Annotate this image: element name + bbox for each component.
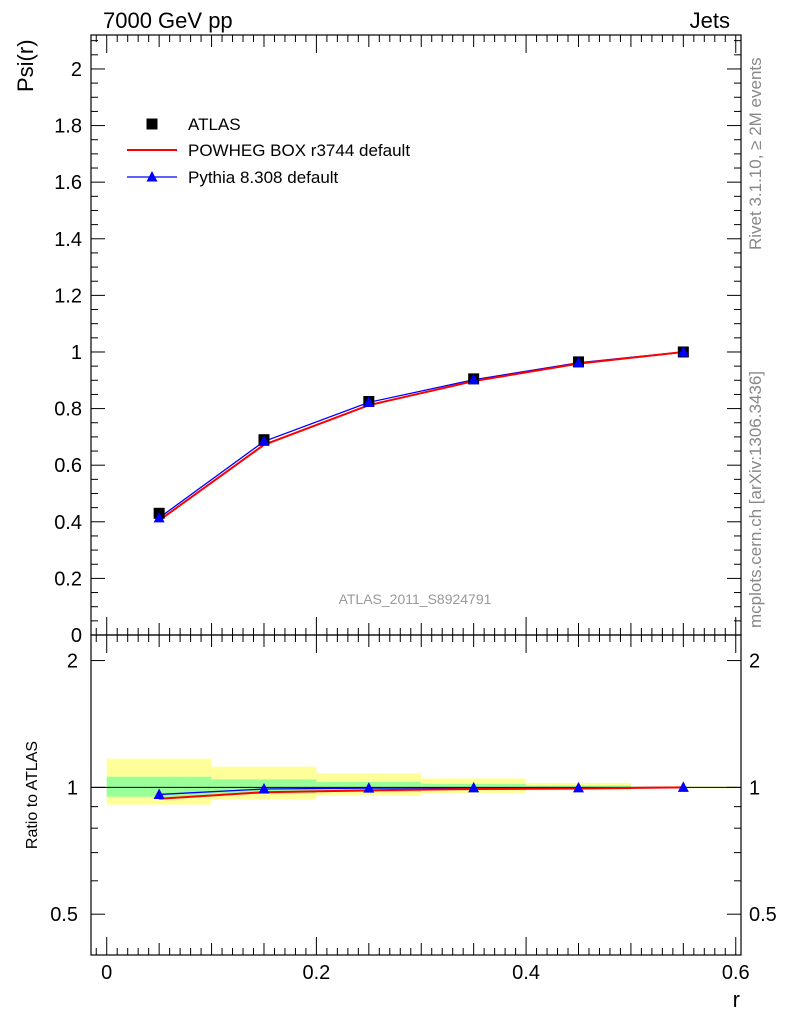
pythia-ratio-marker <box>573 781 584 793</box>
x-axis-title: r <box>733 987 740 1012</box>
x-tick-label: 0.4 <box>512 962 540 984</box>
ratio-y-tick-label: 0.5 <box>50 904 78 926</box>
y-tick-label: 1.8 <box>54 116 82 138</box>
powheg-line <box>158 350 684 522</box>
pythia-marker <box>363 396 375 407</box>
pythia-marker <box>258 435 270 446</box>
y-tick-label: 1.4 <box>54 229 82 251</box>
powheg-ratio-line <box>159 786 684 800</box>
pythia-ratio-marker <box>468 781 480 793</box>
pythia-marker <box>468 373 480 385</box>
rivet-label: Rivet 3.1.10, ≥ 2M events <box>746 57 765 250</box>
header-left: 7000 GeV pp <box>103 8 233 33</box>
x-tick-label: 0 <box>101 962 112 984</box>
ratio-y-tick-label-right: 1 <box>749 777 760 799</box>
y-tick-label: 0.6 <box>54 455 82 477</box>
ratio-y-tick-label: 1 <box>67 777 78 799</box>
y-tick-label: 0.8 <box>54 399 82 421</box>
pythia-ratio-marker <box>363 782 375 793</box>
pythia-ratio-marker <box>153 788 165 799</box>
legend-label: POWHEG BOX r3744 default <box>188 141 410 160</box>
analysis-label: ATLAS_2011_S8924791 <box>339 591 492 607</box>
x-tick-label: 0.6 <box>722 962 750 984</box>
legend-label: ATLAS <box>188 115 241 134</box>
ratio-y-axis-title: Ratio to ATLAS <box>24 741 41 849</box>
legend-label: Pythia 8.308 default <box>188 168 339 187</box>
legend: ATLAS POWHEG BOX r3744 default Pythia 8.30… <box>127 115 410 187</box>
pythia-ratio-marker <box>258 783 270 794</box>
y-tick-label: 0.4 <box>54 512 82 534</box>
y-tick-label: 1 <box>71 342 82 364</box>
main-y-axis-title: Psi(r) <box>13 39 38 92</box>
ratio-panel: 0 0.2 0.4 0.6 0.5 0.5 1 1 2 2 <box>50 634 777 984</box>
pythia-ratio-marker <box>677 781 689 792</box>
x-tick-label: 0.2 <box>302 962 330 984</box>
ratio-inner-band <box>106 776 212 797</box>
header-right: Jets <box>690 8 730 33</box>
y-tick-label: 1.2 <box>54 285 82 307</box>
y-tick-label: 0 <box>71 625 82 647</box>
y-tick-label: 0.2 <box>54 568 82 590</box>
mcplots-label: mcplots.cern.ch [arXiv:1306.3436] <box>746 371 765 628</box>
ratio-y-tick-label: 2 <box>67 651 78 673</box>
ratio-y-tick-label-right: 0.5 <box>749 904 777 926</box>
legend-pythia-marker <box>146 171 158 182</box>
pythia-line <box>158 351 684 519</box>
ratio-frame <box>90 634 742 956</box>
pythia-marker <box>677 345 689 357</box>
legend-atlas-marker <box>146 118 158 130</box>
y-tick-label: 2 <box>71 59 82 81</box>
y-tick-label: 1.6 <box>54 172 82 194</box>
ratio-y-tick-label-right: 2 <box>749 651 760 673</box>
pythia-marker <box>573 356 584 368</box>
pythia-marker <box>153 511 165 523</box>
